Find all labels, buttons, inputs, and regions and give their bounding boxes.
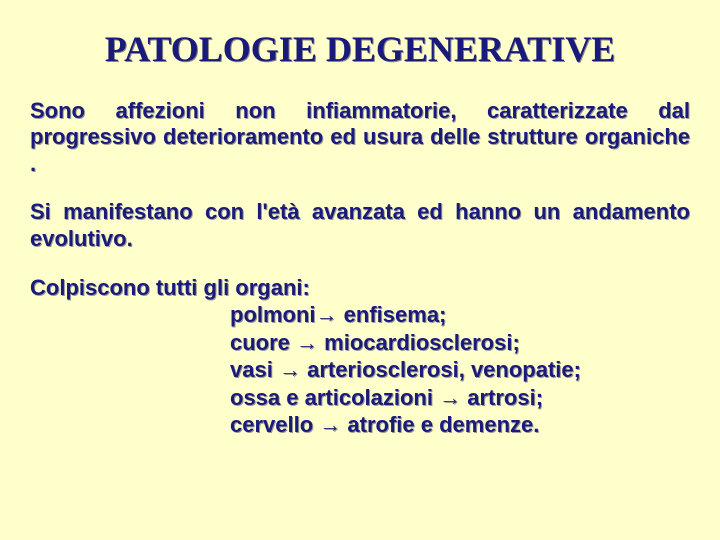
organ-name: polmoni	[230, 302, 316, 327]
organ-name: cervello	[230, 412, 313, 437]
disease-name: miocardiosclerosi;	[324, 330, 520, 355]
list-item: cuore → miocardiosclerosi;	[30, 329, 690, 357]
list-item: cervello → atrofie e demenze.	[30, 411, 690, 439]
list-lead: Colpiscono tutti gli organi:	[30, 274, 690, 302]
organ-name: cuore	[230, 330, 290, 355]
list-item: ossa e articolazioni → artrosi;	[30, 384, 690, 412]
organ-name: vasi	[230, 357, 273, 382]
organ-list: Colpiscono tutti gli organi: polmoni→ en…	[30, 274, 690, 439]
arrow-icon: →	[279, 357, 301, 382]
slide-title: PATOLOGIE DEGENERATIVE	[30, 28, 690, 70]
list-item: polmoni→ enfisema;	[30, 301, 690, 329]
disease-name: atrofie e demenze.	[347, 412, 539, 437]
paragraph-2: Si manifestano con l'età avanzata ed han…	[30, 199, 690, 252]
arrow-icon: →	[439, 385, 461, 410]
disease-name: arteriosclerosi, venopatie;	[307, 357, 581, 382]
arrow-icon: →	[296, 330, 318, 355]
organ-name: ossa e articolazioni	[230, 385, 433, 410]
list-item: vasi → arteriosclerosi, venopatie;	[30, 356, 690, 384]
arrow-icon: →	[316, 302, 338, 327]
arrow-icon: →	[319, 412, 341, 437]
disease-name: enfisema;	[344, 302, 447, 327]
disease-name: artrosi;	[467, 385, 543, 410]
paragraph-1: Sono affezioni non infiammatorie, caratt…	[30, 98, 690, 177]
